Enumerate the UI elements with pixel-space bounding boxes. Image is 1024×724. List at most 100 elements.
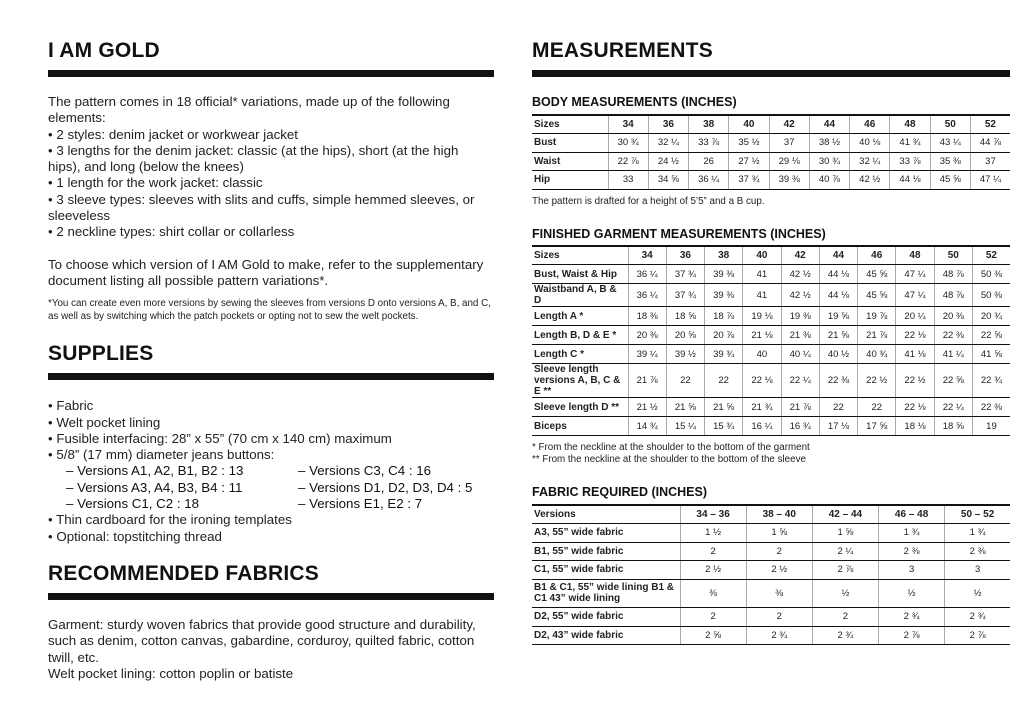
- cell: 48 ⅞: [933, 283, 973, 307]
- cell: 40 ¾: [857, 344, 896, 364]
- fabrics-garment: Garment: sturdy woven fabrics that provi…: [48, 616, 476, 665]
- cell: 2: [745, 542, 813, 561]
- cell: 44 ⅛: [889, 170, 931, 190]
- row-label: D2, 55” wide fabric: [532, 607, 681, 627]
- cell: 47 ¼: [969, 170, 1010, 190]
- cell: 22 ⅞: [607, 152, 649, 171]
- cell: 1 ¾: [878, 523, 945, 543]
- cell: 22 ¼: [780, 363, 820, 398]
- cell: 47 ¼: [895, 283, 935, 307]
- button-count: – Versions D1, D2, D3, D4 : 5: [298, 479, 473, 495]
- cell: ½: [878, 579, 945, 608]
- cell: 26: [688, 152, 729, 171]
- row-label: D2, 43” wide fabric: [532, 626, 681, 645]
- cell: 30 ¾: [607, 133, 649, 153]
- cell: 22 ⅝: [971, 325, 1010, 345]
- table-header: Sizes 34 36 38 40 42 44 46 48 50 52: [532, 245, 1010, 265]
- cell: 30 ¾: [808, 152, 850, 171]
- cell: ⅜: [679, 579, 747, 608]
- cell: 2: [811, 607, 879, 627]
- body-note: The pattern is drafted for a height of 5…: [532, 195, 765, 207]
- column-header: 46: [849, 115, 890, 134]
- cell: 17 ⅝: [857, 416, 896, 436]
- cell: 2: [745, 607, 813, 627]
- cell: 18 ⅝: [933, 416, 973, 436]
- column-header: 36: [647, 115, 689, 134]
- table-row: Length B, D & E * 20 ⅜ 20 ⅝ 20 ⅞ 21 ⅛ 21 ⅜ 21 …: [532, 325, 1010, 345]
- row-label: Waist: [532, 152, 609, 171]
- cell: 47 ¼: [895, 264, 935, 284]
- cell: 21 ⅞: [627, 363, 667, 398]
- cell: 33 ⅞: [688, 133, 729, 153]
- body-measurements-table: Sizes 34 36 38 40 42 44 46 48 50 52 Bust 30 ¾ 32 ¼ 33 …: [532, 114, 1010, 190]
- cell: 22 ⅛: [895, 325, 935, 345]
- column-header: 34: [607, 115, 649, 134]
- cell: 32 ¼: [647, 133, 689, 153]
- button-count: – Versions A3, A4, B3, B4 : 11: [66, 479, 243, 495]
- column-header: 38: [704, 245, 743, 265]
- cell: 21 ⅛: [742, 325, 782, 345]
- recommended-fabrics-title: RECOMMENDED FABRICS: [48, 561, 319, 585]
- cell: 19 ⅝: [818, 306, 858, 326]
- divider: [532, 70, 1010, 77]
- cell: 22 ¾: [971, 363, 1010, 398]
- cell: 2 ¼: [811, 542, 879, 561]
- button-count: – Versions A1, A2, B1, B2 : 13: [66, 463, 244, 479]
- finished-measurements-title: FINISHED GARMENT MEASUREMENTS (INCHES): [532, 226, 826, 241]
- cell: 44 ⅛: [818, 264, 858, 284]
- list-item: • 3 sleeve types: sleeves with slits and…: [48, 191, 475, 224]
- cell: 2: [679, 542, 747, 561]
- column-header: 48: [895, 245, 935, 265]
- list-item: • 2 styles: denim jacket or workwear jac…: [48, 126, 298, 142]
- cell: 41: [742, 283, 782, 307]
- cell: 40 ½: [818, 344, 858, 364]
- row-label: B1 & C1, 55” wide lining B1 & C1 43” wid…: [532, 579, 681, 608]
- button-count: – Versions C1, C2 : 18: [66, 496, 200, 512]
- list-item: • 5/8” (17 mm) diameter jeans buttons:: [48, 447, 275, 463]
- cell: 2 ⅞: [878, 626, 945, 645]
- cell: 19 ⅞: [857, 306, 896, 326]
- cell: 2 ⅞: [944, 626, 1010, 645]
- cell: 19 ⅛: [742, 306, 782, 326]
- column-header: 48: [889, 115, 931, 134]
- cell: 18 ⅛: [895, 416, 935, 436]
- cell: 35 ⅜: [929, 152, 971, 171]
- cell: 29 ⅛: [768, 152, 810, 171]
- cell: 20 ⅜: [933, 306, 973, 326]
- cell: 3: [944, 560, 1010, 580]
- cell: 22 ½: [895, 363, 935, 398]
- cell: 39 ⅜: [768, 170, 810, 190]
- cell: 15 ¼: [665, 416, 705, 436]
- cell: 1 ⅝: [811, 523, 879, 543]
- list-item: • Welt pocket lining: [48, 414, 161, 430]
- cell: 21 ½: [627, 397, 667, 417]
- buttons-row: – Versions A3, A4, B3, B4 : 11 – Versions…: [48, 480, 494, 496]
- row-label: Bust, Waist & Hip: [532, 264, 629, 284]
- list-item: • 1 length for the work jacket: classic: [48, 175, 263, 191]
- table-header: Versions 34 – 36 38 – 40 42 – 44 46 – 48 50 –…: [532, 505, 1010, 524]
- cell: 18 ⅜: [627, 306, 667, 326]
- cell: 39 ½: [665, 344, 705, 364]
- cell: 21 ⅞: [857, 325, 896, 345]
- row-label: Waistband A, B & D: [532, 283, 629, 307]
- column-header: 52: [969, 115, 1010, 134]
- row-label: Sleeve length D **: [532, 397, 629, 417]
- list-item: • Fusible interfacing: 28” x 55” (70 cm …: [48, 430, 392, 446]
- supplies-list: • Fabric • Welt pocket lining • Fusible in…: [48, 398, 494, 463]
- buttons-row: – Versions C1, C2 : 18 – Versions E1, E2 …: [48, 496, 494, 512]
- cell: 16 ¾: [780, 416, 820, 436]
- list-item: • 3 lengths for the denim jacket: classi…: [48, 142, 459, 175]
- row-label: Bust: [532, 133, 609, 153]
- cell: 37 ¾: [665, 283, 705, 307]
- cell: 32 ¼: [849, 152, 890, 171]
- buttons-list: – Versions A1, A2, B1, B2 : 13– Versions…: [48, 463, 494, 512]
- cell: ½: [811, 579, 879, 608]
- cell: 18 ⅝: [665, 306, 705, 326]
- row-label: Biceps: [532, 416, 629, 436]
